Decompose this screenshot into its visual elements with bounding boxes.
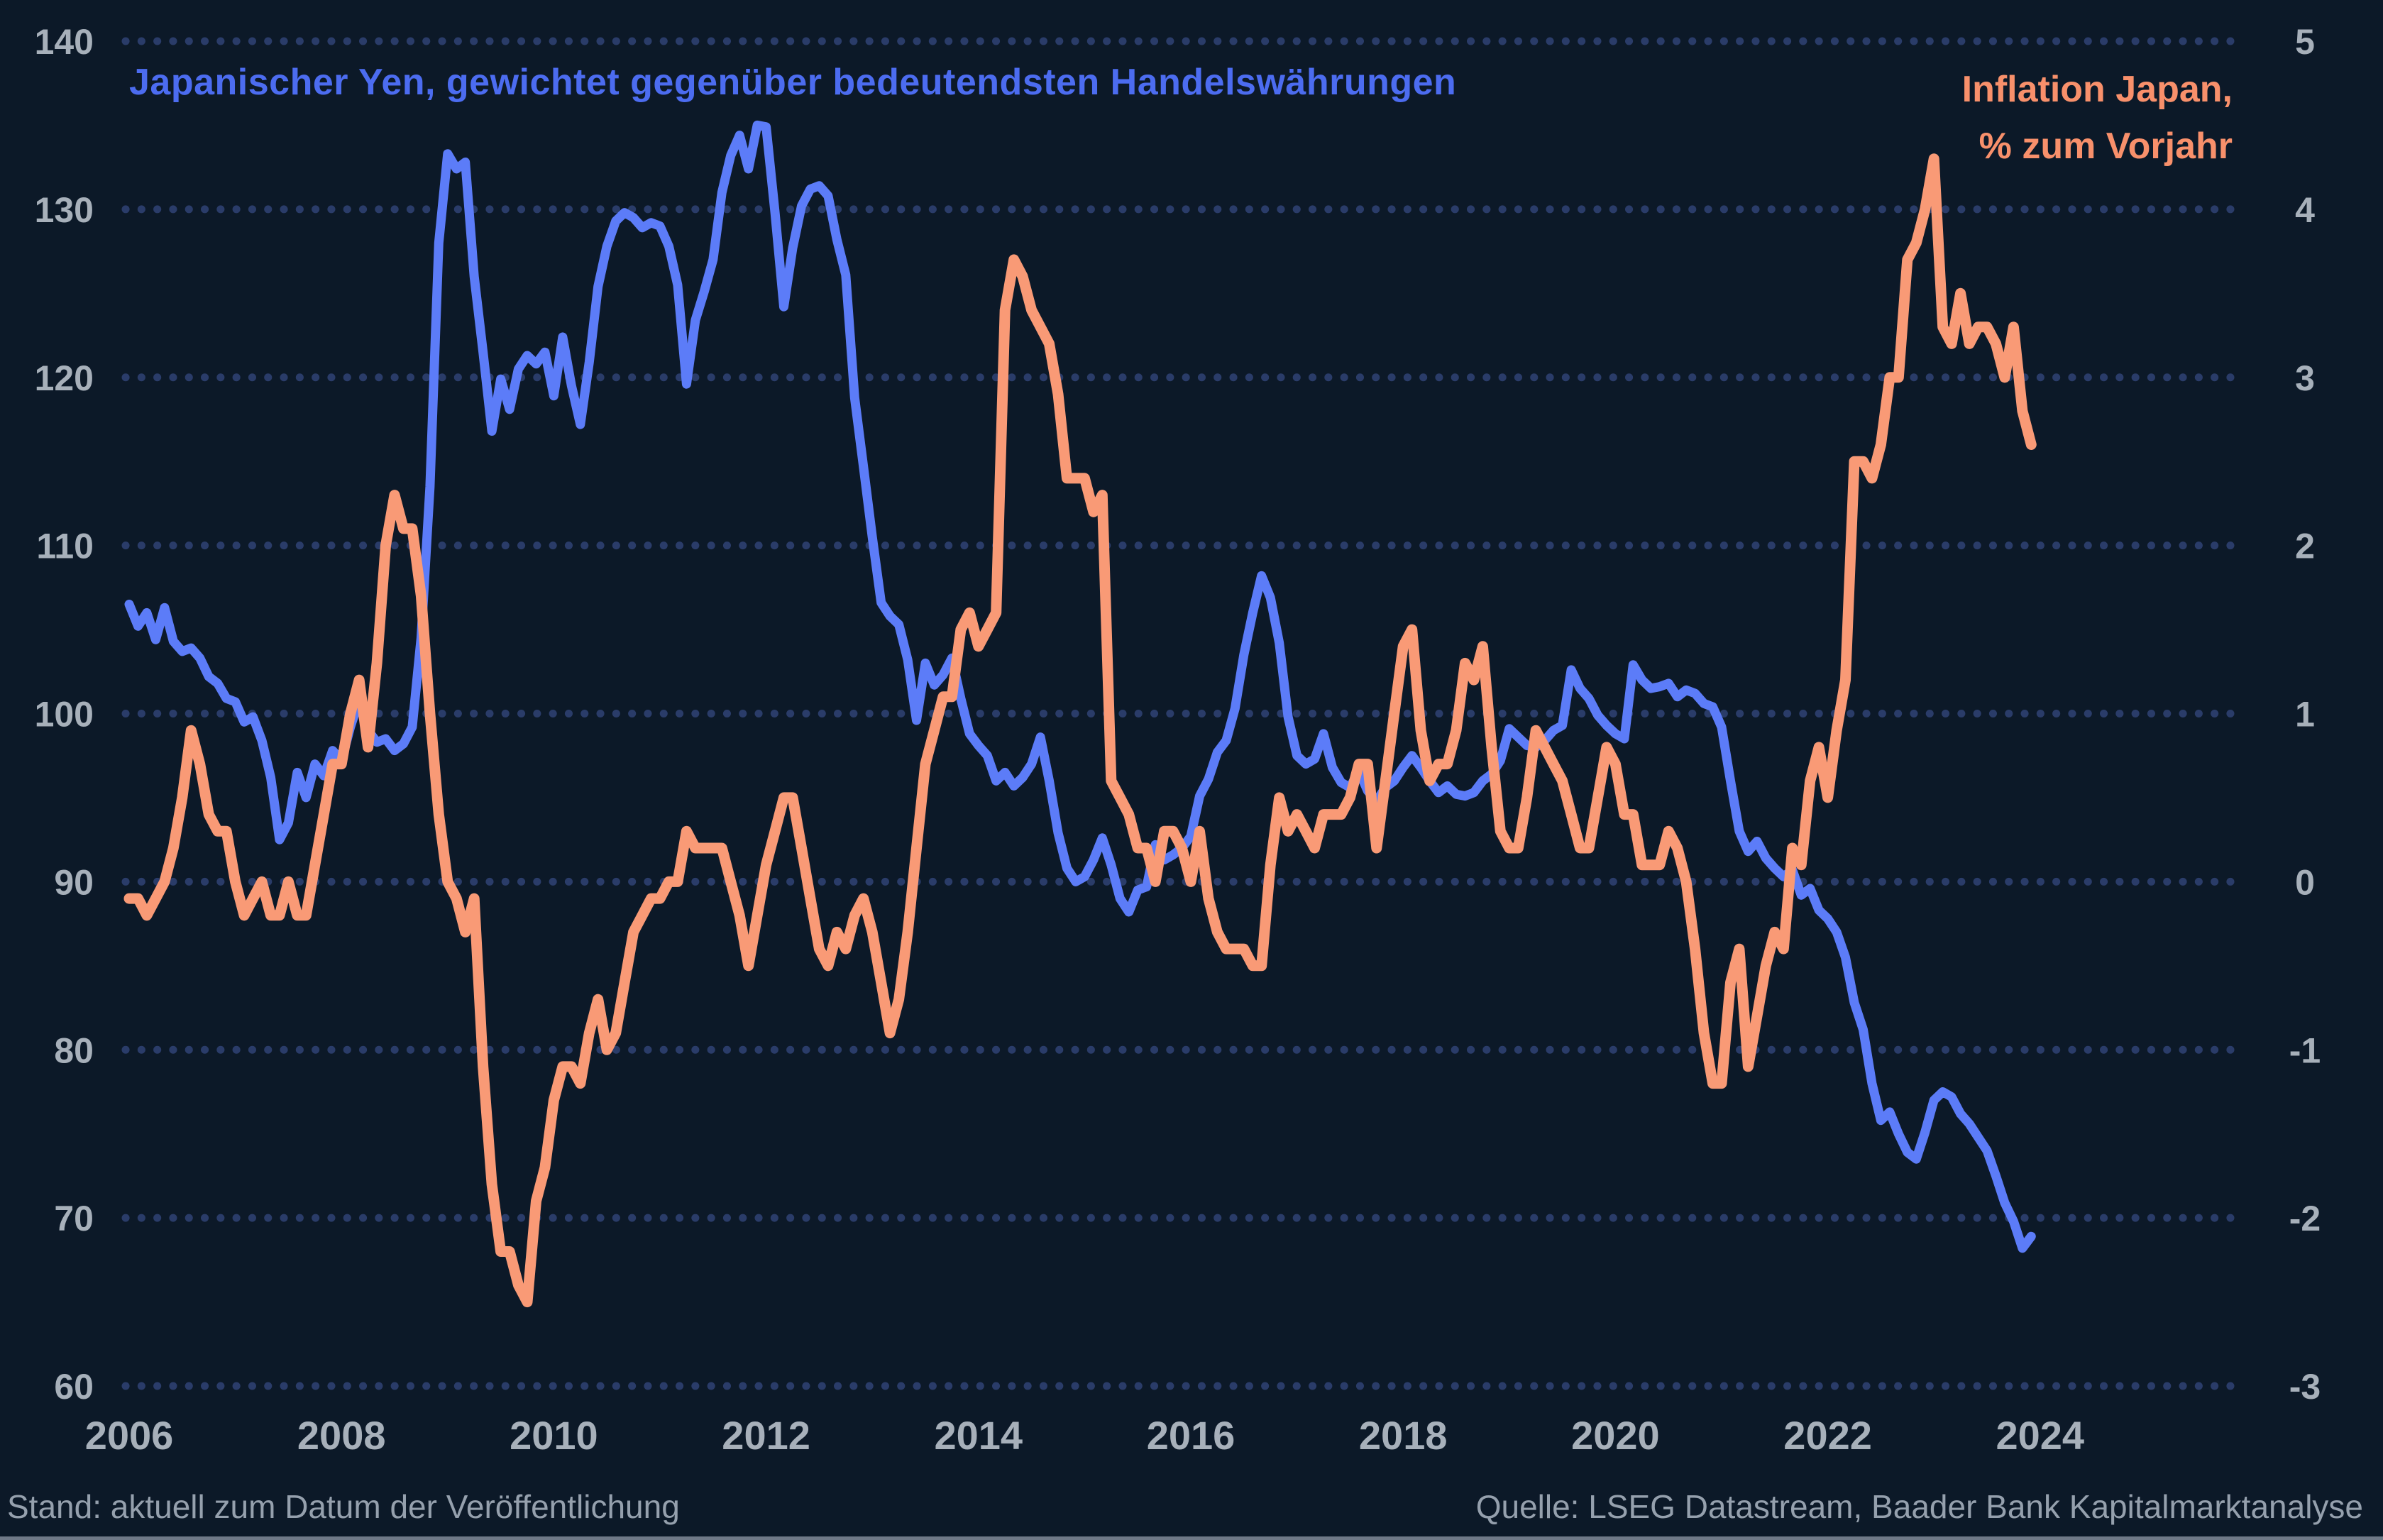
left-axis-tick-120: 120 [35, 358, 94, 398]
left-axis-tick-90: 90 [54, 862, 94, 902]
yen-index-line [124, 120, 2036, 1253]
source-note: Quelle: LSEG Datastream, Baader Bank Kap… [1475, 1488, 2363, 1525]
inflation-series-label-line2: % zum Vorjahr [1979, 126, 2233, 167]
x-axis-tick-2022: 2022 [1783, 1413, 1872, 1458]
x-axis-tick-2010: 2010 [510, 1413, 598, 1458]
chart-title: Japanischer Yen, gewichtet gegenüber bed… [129, 62, 1457, 103]
left-axis-tick-100: 100 [35, 695, 94, 735]
right-axis-tick-5: 5 [2295, 22, 2315, 62]
inflation-series-label-line1: Inflation Japan, [1961, 69, 2233, 110]
left-axis-tick-140: 140 [35, 22, 94, 62]
x-axis-tick-2012: 2012 [722, 1413, 810, 1458]
bottom-divider [0, 1536, 2383, 1540]
x-axis-tick-2018: 2018 [1359, 1413, 1448, 1458]
left-axis-tick-130: 130 [35, 190, 94, 230]
right-axis-tick-4: 4 [2295, 190, 2315, 230]
left-axis-tick-70: 70 [54, 1199, 94, 1238]
x-axis-tick-2014: 2014 [935, 1413, 1023, 1458]
x-axis-tick-2020: 2020 [1571, 1413, 1660, 1458]
right-axis-tick--1: -1 [2289, 1030, 2321, 1070]
inflation-line [123, 153, 2037, 1308]
status-note: Stand: aktuell zum Datum der Veröffentli… [7, 1488, 680, 1525]
inflation-series-label: Inflation Japan, % zum Vorjahr [1962, 61, 2233, 175]
left-axis-tick-80: 80 [54, 1030, 94, 1070]
left-axis-tick-60: 60 [54, 1367, 94, 1407]
right-axis-tick--2: -2 [2289, 1199, 2321, 1238]
right-axis-tick-0: 0 [2295, 862, 2315, 902]
right-axis-tick--3: -3 [2289, 1367, 2321, 1407]
x-axis-tick-2006: 2006 [85, 1413, 174, 1458]
left-axis-tick-110: 110 [36, 527, 94, 566]
x-axis-tick-2016: 2016 [1147, 1413, 1235, 1458]
right-axis-tick-1: 1 [2295, 695, 2315, 735]
right-axis-tick-2: 2 [2295, 527, 2315, 566]
right-axis-tick-3: 3 [2295, 358, 2315, 398]
x-axis-tick-2024: 2024 [1996, 1413, 2085, 1458]
x-axis-tick-2008: 2008 [297, 1413, 386, 1458]
